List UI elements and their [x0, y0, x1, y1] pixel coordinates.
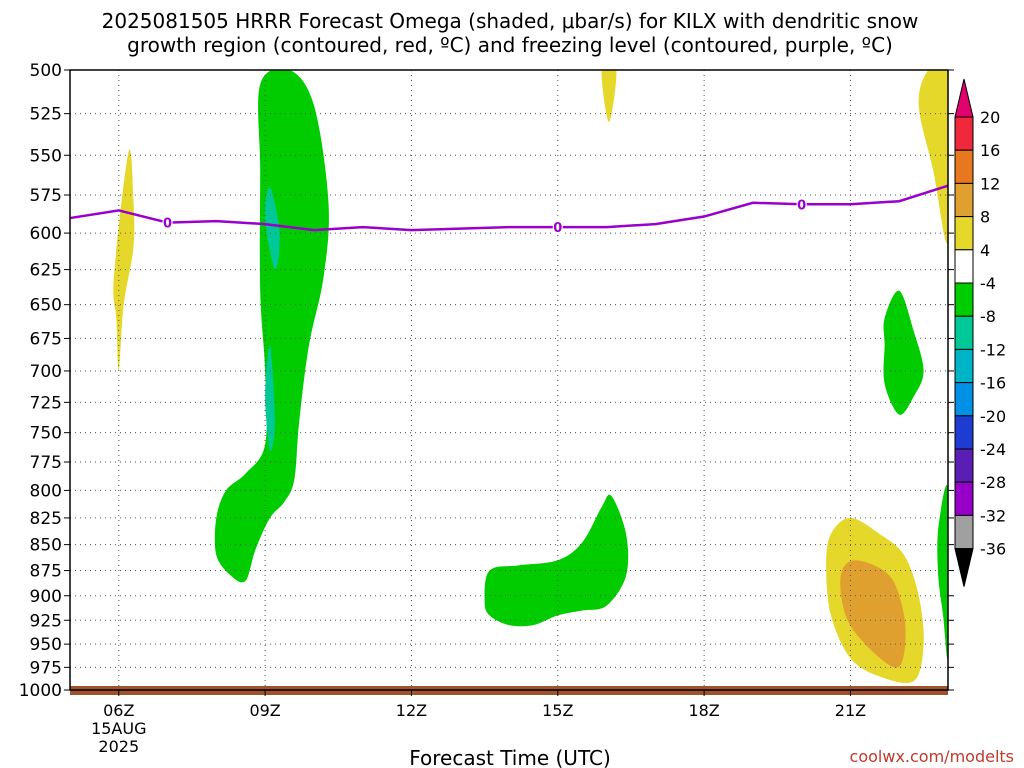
y-tick-label: 700	[30, 362, 62, 382]
y-tick-label: 775	[30, 453, 62, 473]
colorbar-swatch	[954, 282, 974, 317]
x-tick-label: 21Z	[835, 701, 866, 720]
x-tick-label: 15Z	[542, 701, 573, 720]
freezing-level-label: 0	[553, 221, 562, 236]
x-tick-date-label: 15AUG	[91, 719, 146, 738]
colorbar-label: 4	[980, 241, 990, 260]
colorbar-label: 16	[980, 141, 1000, 160]
colorbar-swatch	[954, 315, 974, 350]
positive-omega-8-21z	[840, 560, 906, 668]
negative-omega--4-15z	[484, 494, 629, 627]
freezing-level-label-bg	[552, 219, 563, 235]
y-tick-label: 575	[30, 186, 62, 206]
negative-omega--8-lower	[265, 344, 275, 452]
y-tick-label: 550	[30, 146, 62, 166]
negative-omega--4-right	[937, 485, 948, 659]
x-tick-label: 06Z	[103, 701, 134, 720]
colorbar-label: -8	[980, 307, 996, 326]
y-tick-label: 675	[30, 329, 62, 349]
y-tick-label: 975	[30, 658, 62, 678]
negative-omega--4-22z	[883, 290, 924, 415]
y-tick-label: 725	[30, 393, 62, 413]
chart-title-line2: growth region (contoured, red, ºC) and f…	[127, 33, 893, 57]
colorbar-swatch	[954, 149, 974, 184]
colorbar-swatch	[954, 348, 974, 384]
colorbar-label: -28	[980, 473, 1006, 492]
colorbar-top-arrow	[954, 78, 974, 118]
colorbar-label: -16	[980, 374, 1006, 393]
plot-frame	[69, 69, 949, 691]
colorbar-bottom-arrow	[954, 548, 974, 587]
omega-shading	[113, 70, 948, 684]
colorbar-label: 8	[980, 208, 990, 227]
colorbar-label: 20	[980, 108, 1000, 127]
colorbar-label: -32	[980, 506, 1006, 525]
positive-omega-4-right	[918, 70, 948, 244]
x-tick-label: 18Z	[688, 701, 719, 720]
freezing-level-label: 0	[797, 198, 806, 213]
y-tick-label: 875	[30, 562, 62, 582]
colorbar-label: -24	[980, 440, 1006, 459]
positive-omega-4-8	[113, 149, 135, 372]
y-tick-label: 925	[30, 611, 62, 631]
colorbar-swatch	[954, 216, 974, 251]
colorbar-swatch	[954, 514, 974, 550]
colorbar-label: -12	[980, 340, 1006, 359]
colorbar-swatch	[954, 448, 974, 483]
y-tick-label: 950	[30, 635, 62, 655]
colorbar-swatch	[954, 481, 974, 516]
colorbar-swatch	[954, 249, 974, 284]
y-tick-label: 625	[30, 261, 62, 281]
positive-omega-4-top	[601, 70, 617, 123]
freezing-level-line	[69, 184, 949, 232]
colorbar: 20 16 12 8 4 -4 -8 -12 -16 -20 -24 -28 -32 -36	[954, 78, 1006, 587]
y-tick-label: 500	[30, 61, 62, 81]
y-tick-label: 1000	[19, 681, 62, 701]
plot-area: 0 0 0 500 525 550 575 600 625 650 675 700 725 750 775 8…	[19, 61, 954, 756]
colorbar-label: -20	[980, 407, 1006, 426]
negative-omega--4	[214, 70, 329, 583]
freezing-level-label: 0	[163, 217, 172, 232]
y-tick-label: 600	[30, 224, 62, 244]
colorbar-label: -36	[980, 540, 1006, 559]
chart-title-line1: 2025081505 HRRR Forecast Omega (shaded, …	[102, 9, 919, 33]
y-tick-label: 825	[30, 509, 62, 529]
y-tick-label: 850	[30, 536, 62, 556]
y-tick-label: 750	[30, 424, 62, 444]
x-tick-label: 09Z	[249, 701, 280, 720]
colorbar-label: -4	[980, 274, 996, 293]
y-tick-label: 900	[30, 587, 62, 607]
x-tick-year-label: 2025	[98, 737, 139, 756]
freezing-level-label-bg	[796, 196, 807, 212]
x-tick-label: 12Z	[396, 701, 427, 720]
colorbar-swatch	[954, 415, 974, 450]
freezing-level-label-bg	[162, 214, 173, 230]
credit-text: coolwx.com/modelts	[850, 747, 1014, 766]
colorbar-swatch	[954, 182, 974, 218]
y-tick-label: 525	[30, 105, 62, 125]
negative-omega--8-upper	[264, 186, 280, 270]
colorbar-swatch	[954, 116, 974, 151]
colorbar-swatch	[954, 382, 974, 417]
y-tick-label: 800	[30, 481, 62, 501]
x-axis-label: Forecast Time (UTC)	[409, 746, 611, 768]
y-tick-label: 650	[30, 296, 62, 316]
colorbar-label: 12	[980, 174, 1000, 193]
